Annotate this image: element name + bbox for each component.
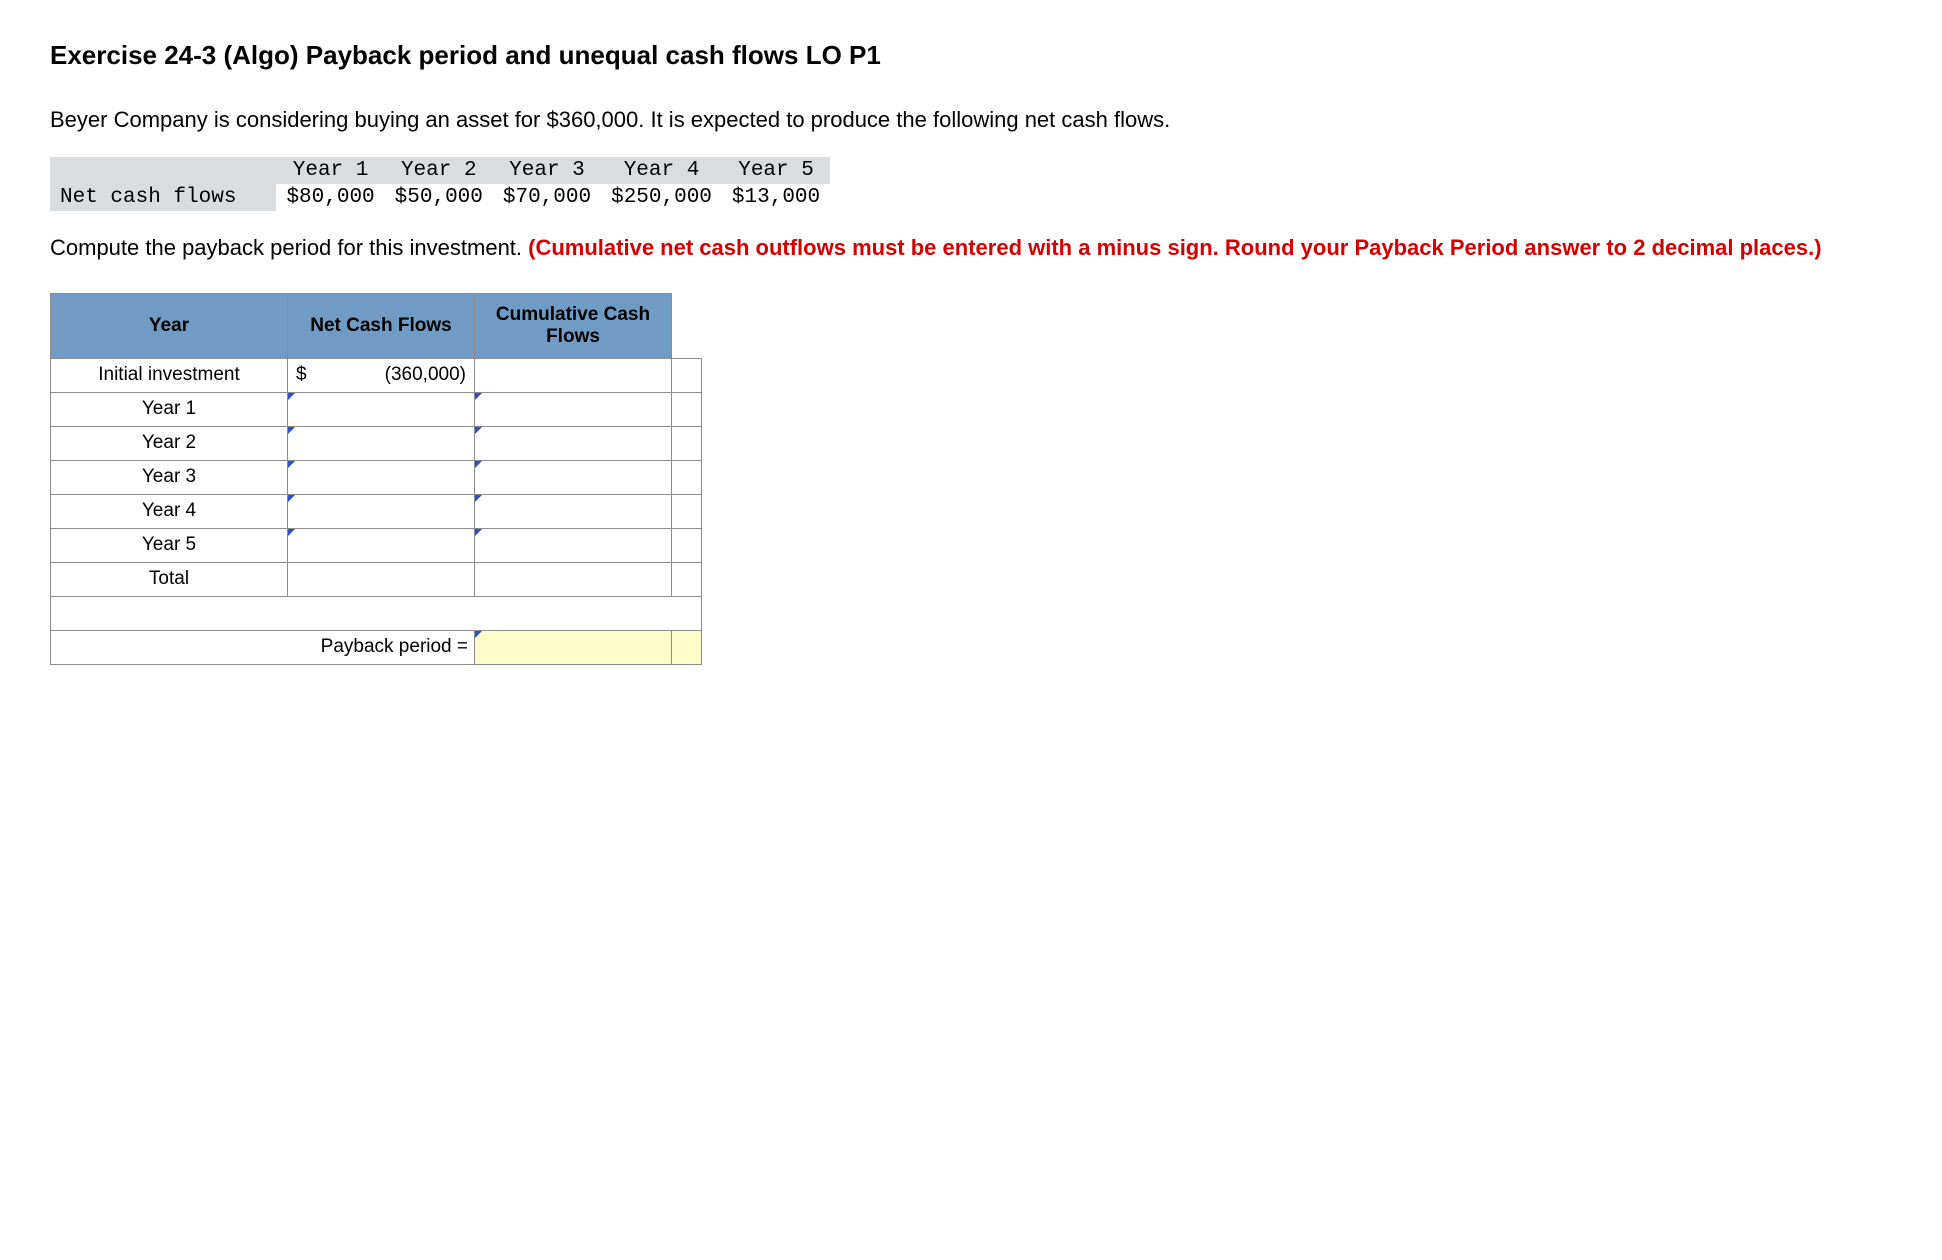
- table-row: Year 2: [51, 426, 702, 460]
- payback-label: Payback period =: [288, 630, 475, 664]
- ext-cell: [672, 494, 702, 528]
- ncf-input-y5[interactable]: [288, 528, 475, 562]
- data-header-y1: Year 1: [276, 157, 384, 184]
- exercise-title: Exercise 24-3 (Algo) Payback period and …: [50, 40, 1892, 71]
- payback-input[interactable]: [475, 630, 672, 664]
- data-val-y1: $80,000: [276, 184, 384, 211]
- row-label-y4: Year 4: [51, 494, 288, 528]
- table-row: Year 3: [51, 460, 702, 494]
- currency-symbol: $: [296, 364, 307, 386]
- payback-unit[interactable]: [672, 630, 702, 664]
- table-row: Total: [51, 562, 702, 596]
- table-row: Year 1: [51, 392, 702, 426]
- data-val-y4: $250,000: [601, 184, 722, 211]
- cum-input-y4[interactable]: [475, 494, 672, 528]
- data-header-y5: Year 5: [722, 157, 830, 184]
- ext-cell: [672, 528, 702, 562]
- row-label-y3: Year 3: [51, 460, 288, 494]
- data-row-label: Net cash flows: [50, 184, 276, 211]
- ncf-input-y4[interactable]: [288, 494, 475, 528]
- ext-cell: [672, 426, 702, 460]
- ext-cell: [672, 460, 702, 494]
- ncf-input-y3[interactable]: [288, 460, 475, 494]
- instruction-red: (Cumulative net cash outflows must be en…: [528, 235, 1821, 260]
- cum-input-y2[interactable]: [475, 426, 672, 460]
- instruction-lead: Compute the payback period for this inve…: [50, 235, 528, 260]
- spacer-row: [51, 596, 702, 630]
- data-header-y3: Year 3: [493, 157, 601, 184]
- ans-header-ncf: Net Cash Flows: [288, 293, 475, 358]
- ncf-value: (360,000): [385, 364, 466, 386]
- payback-row: Payback period =: [51, 630, 702, 664]
- intro-text: Beyer Company is considering buying an a…: [50, 107, 1892, 133]
- ext-cell: [672, 392, 702, 426]
- ncf-input-total[interactable]: [288, 562, 475, 596]
- row-label-total: Total: [51, 562, 288, 596]
- answer-table: Year Net Cash Flows Cumulative Cash Flow…: [50, 293, 702, 665]
- table-row: Year 4: [51, 494, 702, 528]
- cum-input-initial[interactable]: [475, 358, 672, 392]
- ext-cell: [672, 562, 702, 596]
- ext-cell: [672, 358, 702, 392]
- pp-blank: [51, 630, 288, 664]
- net-cash-flows-table: Year 1 Year 2 Year 3 Year 4 Year 5 Net c…: [50, 157, 830, 211]
- instruction-text: Compute the payback period for this inve…: [50, 233, 1892, 263]
- ncf-input-initial[interactable]: $ (360,000): [288, 358, 475, 392]
- cum-input-y1[interactable]: [475, 392, 672, 426]
- row-label-initial: Initial investment: [51, 358, 288, 392]
- cum-input-y3[interactable]: [475, 460, 672, 494]
- ans-header-year: Year: [51, 293, 288, 358]
- row-label-y1: Year 1: [51, 392, 288, 426]
- ncf-input-y2[interactable]: [288, 426, 475, 460]
- row-label-y2: Year 2: [51, 426, 288, 460]
- data-val-y2: $50,000: [385, 184, 493, 211]
- ans-header-cum: Cumulative Cash Flows: [475, 293, 672, 358]
- data-val-y3: $70,000: [493, 184, 601, 211]
- cum-input-y5[interactable]: [475, 528, 672, 562]
- row-label-y5: Year 5: [51, 528, 288, 562]
- data-val-y5: $13,000: [722, 184, 830, 211]
- cum-input-total[interactable]: [475, 562, 672, 596]
- table-row: Initial investment $ (360,000): [51, 358, 702, 392]
- data-header-y4: Year 4: [601, 157, 722, 184]
- data-header-y2: Year 2: [385, 157, 493, 184]
- ans-header-ext: [672, 293, 702, 358]
- table-row: Year 5: [51, 528, 702, 562]
- ncf-input-y1[interactable]: [288, 392, 475, 426]
